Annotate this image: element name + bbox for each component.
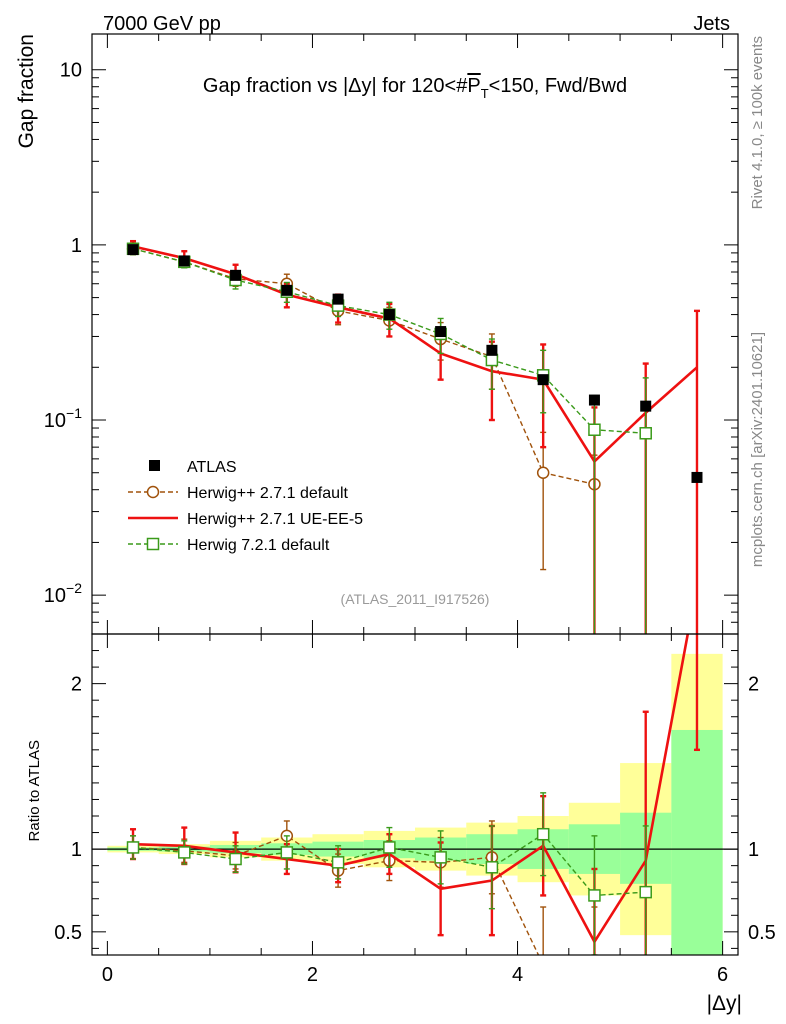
ratio-h721-marker xyxy=(434,851,447,864)
legend-label-h721: Herwig 7.2.1 default xyxy=(187,537,330,554)
main-atlas-point xyxy=(383,309,395,321)
y-tick-label-base: 10 xyxy=(44,585,66,607)
legend-marker-h721 xyxy=(146,537,160,551)
main-atlas-point xyxy=(486,344,498,356)
ratio-h721-marker xyxy=(229,852,242,866)
main-atlas-point xyxy=(230,269,242,281)
main-atlas-point xyxy=(691,471,703,483)
chart-title: Gap fraction vs |Δy| for 120<#PT<150, Fw… xyxy=(203,75,627,101)
legend-marker-atlas xyxy=(149,460,160,471)
ratio-band-inner xyxy=(671,729,723,955)
y-tick-label-main: 10 xyxy=(60,60,82,82)
y-tick-label-main: 1 xyxy=(71,235,82,257)
ratio-h721-marker xyxy=(126,841,140,854)
main-panel-series xyxy=(126,239,703,634)
y-tick-label-ratio-left: 0.5 xyxy=(54,922,82,944)
main-atlas-point xyxy=(435,326,447,338)
y-tick-label-main: 10−2 xyxy=(44,580,82,607)
main-default271-line xyxy=(132,248,595,485)
y-axis-label-ratio: Ratio to ATLAS xyxy=(26,740,43,841)
main-ueee5-line xyxy=(132,245,698,464)
main-h721-line xyxy=(132,248,646,434)
ratio-h721-marker xyxy=(383,841,396,854)
y-tick-label-ratio-right: 1 xyxy=(748,839,759,861)
main-default271-marker xyxy=(536,466,550,479)
main-h721-marker xyxy=(588,423,601,436)
y-tick-label-exponent: −2 xyxy=(66,580,82,596)
ratio-default271-marker xyxy=(538,959,549,970)
ratio-h721-marker xyxy=(485,861,499,874)
ratio-default271-marker xyxy=(589,959,600,970)
main-atlas-point xyxy=(281,284,293,296)
y-tick-label-ratio-left: 1 xyxy=(71,839,82,861)
ratio-h721-marker xyxy=(639,885,652,899)
analysis-watermark: (ATLAS_2011_I917526) xyxy=(341,591,490,607)
ratio-h721-marker xyxy=(178,846,191,859)
header-energy: 7000 GeV pp xyxy=(103,13,221,35)
y-tick-label-ratio-right: 2 xyxy=(748,674,759,696)
main-h721-marker xyxy=(639,427,652,440)
legend-label-default271: Herwig++ 2.7.1 default xyxy=(187,485,349,502)
main-atlas-point xyxy=(640,400,652,412)
main-h721-marker xyxy=(485,353,499,367)
ratio-h721-marker xyxy=(331,856,345,869)
y-tick-label-base: 10 xyxy=(44,410,66,432)
main-atlas-point xyxy=(127,244,139,256)
main-atlas-point xyxy=(178,255,190,267)
y-tick-label-ratio-left: 2 xyxy=(71,674,82,696)
ratio-h721-marker xyxy=(588,889,601,902)
main-atlas-point xyxy=(537,374,549,386)
x-tick-label: 6 xyxy=(717,964,728,986)
main-atlas-point xyxy=(332,293,344,305)
legend-marker-default271 xyxy=(146,485,160,499)
ratio-h721-marker xyxy=(536,827,550,841)
ratio-panel-series xyxy=(92,634,738,970)
ratio-ueee5-line xyxy=(132,634,690,945)
x-tick-label: 2 xyxy=(307,964,318,986)
y-axis-label-main: Gap fraction xyxy=(15,34,38,148)
mcplots-reference-label: mcplots.cern.ch [arXiv:2401.10621] xyxy=(749,332,766,567)
y-tick-label-ratio-right: 0.5 xyxy=(748,922,776,944)
header-process: Jets xyxy=(693,13,730,35)
legend-label-atlas: ATLAS xyxy=(187,459,237,476)
rivet-version-label: Rivet 4.1.0, ≥ 100k events xyxy=(749,36,766,209)
legend-label-ueee5: Herwig++ 2.7.1 UE-EE-5 xyxy=(187,511,363,528)
data-series xyxy=(92,239,738,970)
y-tick-label-main: 10−1 xyxy=(44,405,82,432)
x-tick-label: 0 xyxy=(102,964,113,986)
x-axis-label: |Δy| xyxy=(707,992,742,1015)
y-tick-label-exponent: −1 xyxy=(66,405,82,421)
main-atlas-point xyxy=(588,394,600,406)
ratio-uncertainty-bands xyxy=(107,653,723,955)
legend: ATLAS Herwig++ 2.7.1 default Herwig++ 2.7.… xyxy=(128,459,363,554)
ratio-default271-line xyxy=(132,835,540,955)
ratio-h721-marker xyxy=(280,846,294,859)
x-tick-label: 4 xyxy=(512,964,523,986)
